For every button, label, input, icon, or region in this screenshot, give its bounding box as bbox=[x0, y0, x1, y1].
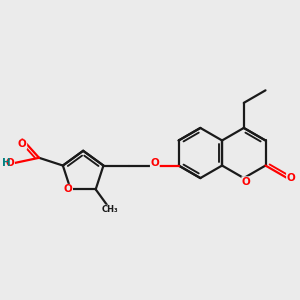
Text: O: O bbox=[151, 158, 159, 167]
Text: H: H bbox=[2, 158, 11, 168]
Text: O: O bbox=[286, 173, 296, 183]
Text: CH₃: CH₃ bbox=[102, 205, 119, 214]
Text: O: O bbox=[64, 184, 73, 194]
Text: O: O bbox=[242, 177, 251, 187]
Text: O: O bbox=[6, 158, 14, 168]
Text: O: O bbox=[18, 139, 27, 149]
